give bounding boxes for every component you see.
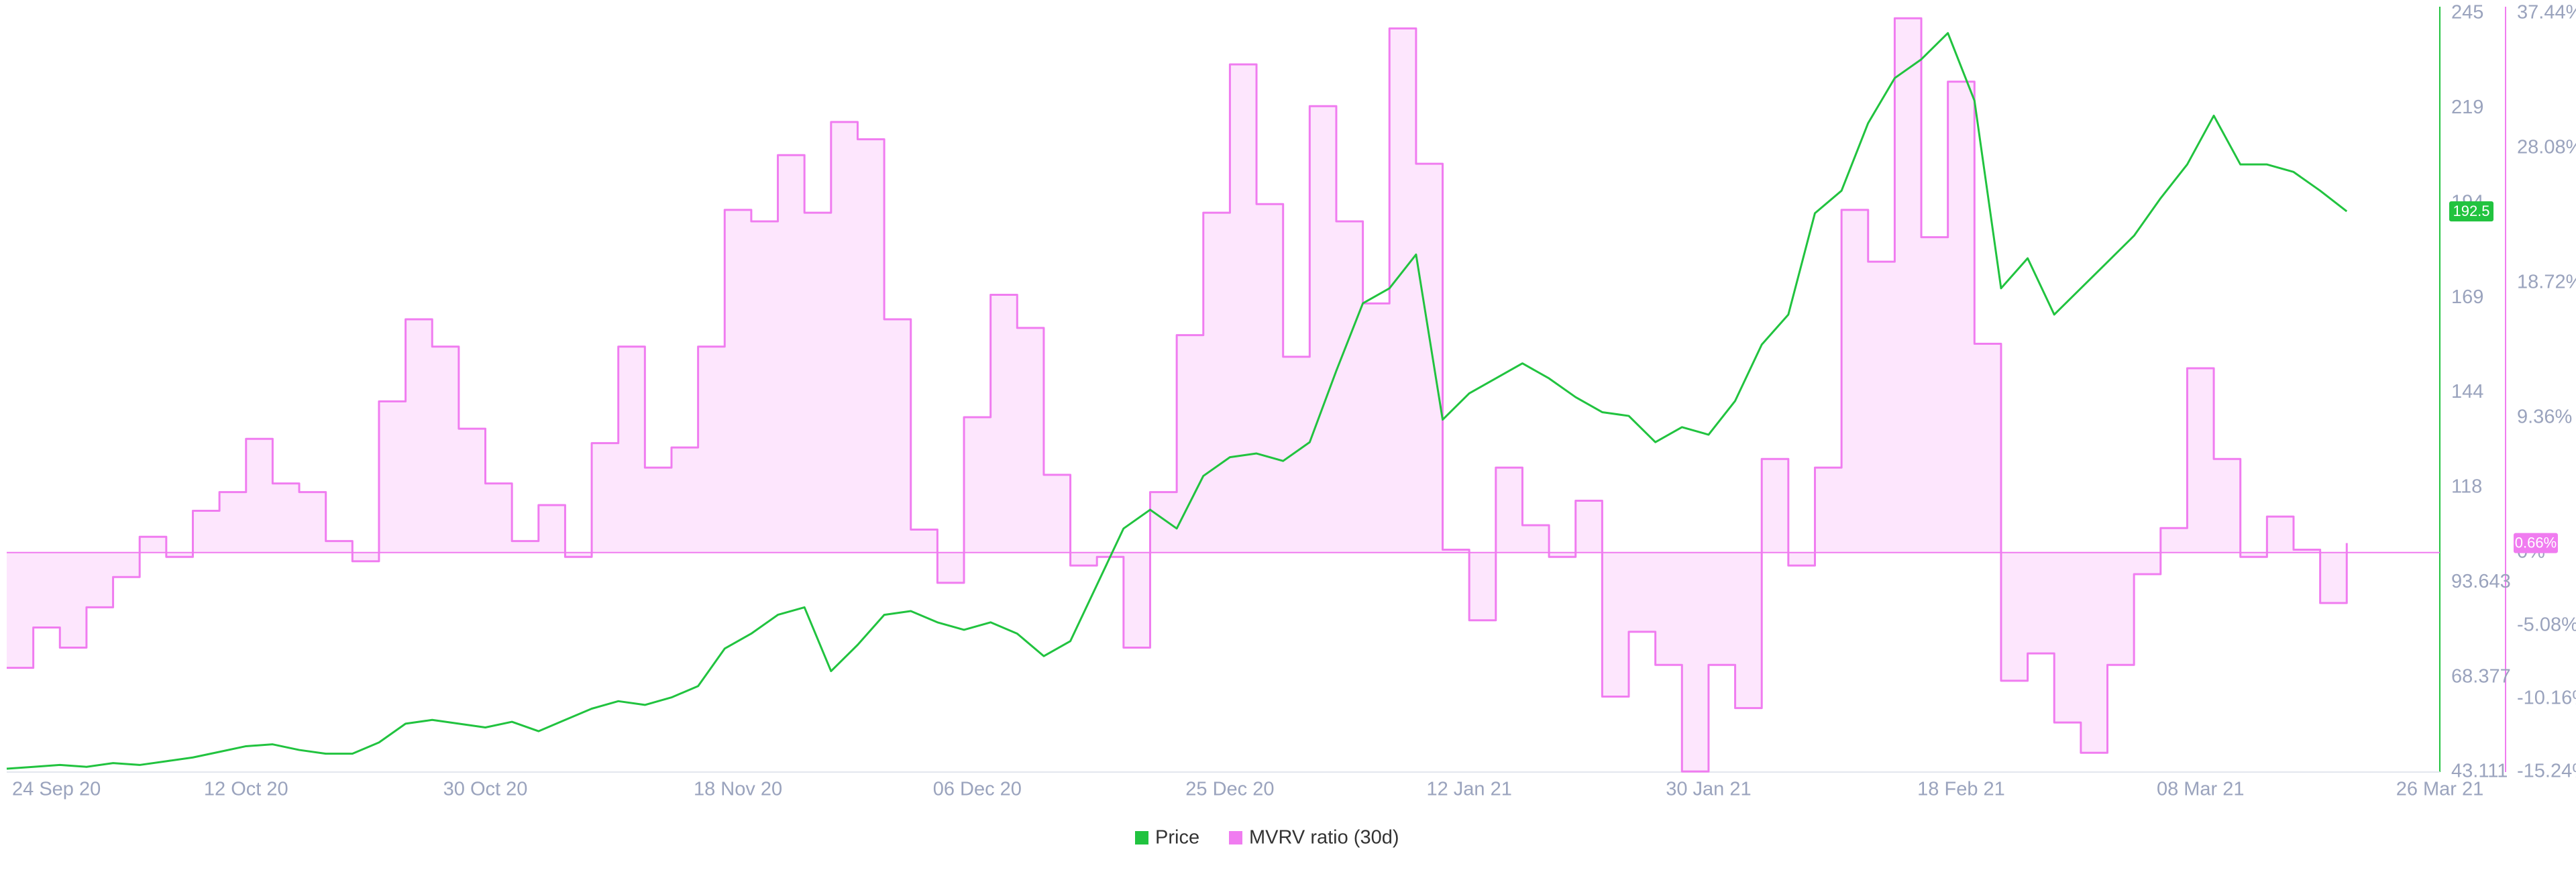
x-tick-label: 25 Dec 20: [1185, 779, 1274, 800]
legend: Price MVRV ratio (30d): [1135, 827, 1399, 849]
y2-tick-label: -15.24%: [2517, 761, 2576, 782]
legend-swatch: [1229, 831, 1242, 844]
legend-label: Price: [1155, 827, 1199, 849]
y-tick-label: 68.377: [2451, 665, 2511, 687]
y-tick-label: 93.643: [2451, 571, 2511, 592]
y2-tick-label: -10.16%: [2517, 688, 2576, 709]
y-tick-label: 245: [2451, 2, 2483, 23]
value-badge: [2449, 201, 2493, 222]
line: [6, 32, 2348, 770]
x-tick-label: 06 Dec 20: [933, 779, 1022, 800]
x-tick-label: 12 Jan 21: [1426, 779, 1511, 800]
line: [7, 17, 2348, 773]
y2-tick-label: -5.08%: [2517, 614, 2576, 636]
x-tick-label: 24 Sep 20: [12, 779, 101, 800]
x-tick-label: 30 Oct 20: [443, 779, 528, 800]
y-tick-label: 144: [2451, 381, 2483, 402]
x-tick-label: 12 Oct 20: [204, 779, 288, 800]
y2-tick-label: 18.72%: [2517, 272, 2576, 293]
y2-tick-label: 28.08%: [2517, 137, 2576, 158]
y2-tick-label: 9.36%: [2517, 406, 2572, 428]
value-badge-label: 192.5: [2453, 203, 2489, 219]
value-badge: [2514, 533, 2558, 553]
x-tick-label: 08 Mar 21: [2157, 779, 2245, 800]
value-badge-label: 0.66%: [2515, 534, 2557, 551]
y-tick-label: 118: [2451, 476, 2482, 498]
legend-label: MVRV ratio (30d): [1249, 827, 1399, 849]
x-tick-label: 18 Feb 21: [1917, 779, 2005, 800]
y-tick-label: 169: [2451, 286, 2483, 308]
x-tick-label: 26 Mar 21: [2396, 779, 2484, 800]
y-tick-label: 219: [2451, 97, 2483, 118]
x-tick-label: 30 Jan 21: [1666, 779, 1751, 800]
legend-swatch: [1135, 831, 1148, 844]
x-tick-label: 18 Nov 20: [694, 779, 782, 800]
y2-tick-label: 37.44%: [2517, 2, 2576, 23]
y-tick-label: 43.111: [2451, 761, 2508, 782]
